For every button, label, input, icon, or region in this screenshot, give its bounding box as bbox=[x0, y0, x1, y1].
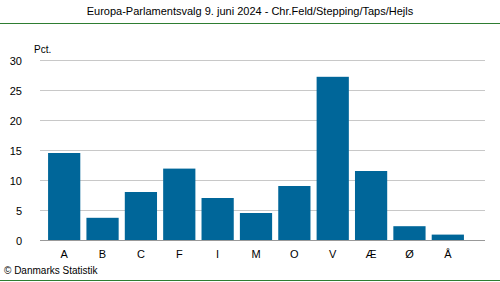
bar bbox=[125, 192, 157, 240]
x-tick-label: Æ bbox=[366, 248, 377, 260]
x-tick-label: Ø bbox=[405, 248, 414, 260]
x-tick-label: C bbox=[137, 248, 145, 260]
y-tick-label: 0 bbox=[16, 235, 22, 247]
y-tick-label: 10 bbox=[10, 175, 22, 187]
bar bbox=[163, 169, 195, 240]
x-tick-label: A bbox=[61, 248, 69, 260]
bar bbox=[393, 226, 425, 240]
grid-line bbox=[40, 180, 485, 181]
bars bbox=[48, 77, 464, 240]
grid-line bbox=[40, 60, 485, 61]
bar bbox=[355, 171, 387, 240]
grid-line bbox=[40, 150, 485, 151]
y-tick-label: 25 bbox=[10, 85, 22, 97]
x-tick-label: V bbox=[329, 248, 337, 260]
bar bbox=[278, 186, 310, 240]
bar bbox=[202, 198, 234, 240]
bottom-rule bbox=[0, 280, 500, 281]
x-axis bbox=[40, 240, 485, 241]
x-tick-label: M bbox=[251, 248, 260, 260]
x-tick-label: B bbox=[99, 248, 106, 260]
x-tick-label: Å bbox=[444, 248, 452, 260]
bar bbox=[48, 153, 80, 240]
source: © Danmarks Statistik bbox=[4, 265, 99, 276]
y-tick-label: 20 bbox=[10, 115, 22, 127]
grid-line bbox=[40, 210, 485, 211]
y-tick-label: 30 bbox=[10, 55, 22, 67]
grid-line bbox=[40, 240, 485, 241]
y-tick-label: 5 bbox=[16, 205, 22, 217]
y-axis-label: Pct. bbox=[34, 44, 51, 55]
bar bbox=[432, 235, 464, 240]
bar bbox=[86, 218, 118, 240]
chart-container: Europa-Parlamentsvalg 9. juni 2024 - Chr… bbox=[0, 0, 500, 282]
bar bbox=[317, 77, 349, 240]
grid-line bbox=[40, 90, 485, 91]
bar bbox=[240, 213, 272, 240]
x-tick-label: O bbox=[290, 248, 299, 260]
y-tick-label: 15 bbox=[10, 145, 22, 157]
chart-svg: Europa-Parlamentsvalg 9. juni 2024 - Chr… bbox=[0, 0, 500, 282]
top-rule bbox=[0, 23, 500, 24]
x-tick-label: F bbox=[176, 248, 183, 260]
grid-line bbox=[40, 120, 485, 121]
x-tick-label: I bbox=[216, 248, 219, 260]
title: Europa-Parlamentsvalg 9. juni 2024 - Chr… bbox=[87, 5, 414, 17]
